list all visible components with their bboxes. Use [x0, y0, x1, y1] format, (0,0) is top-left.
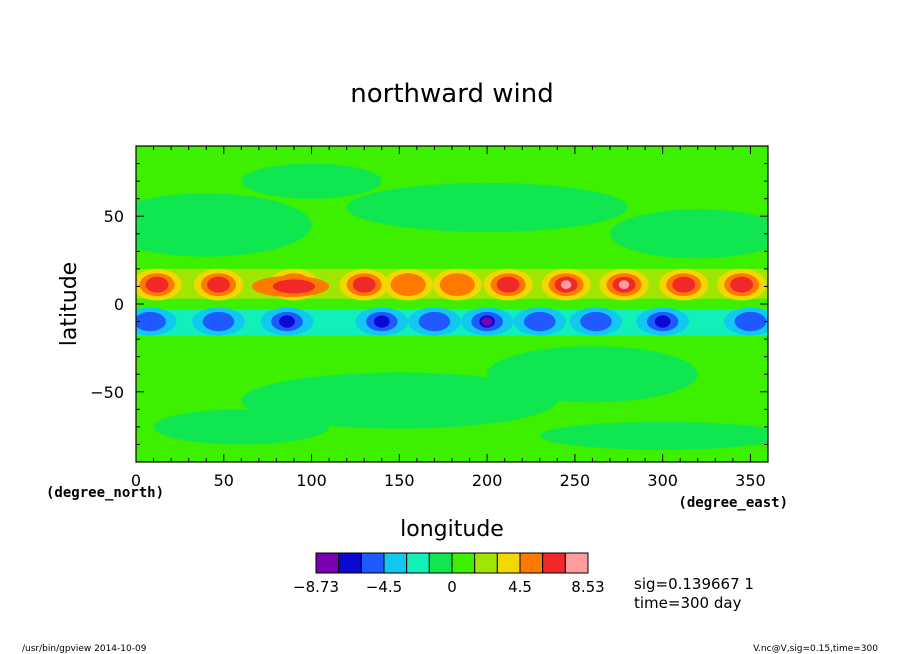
- negative-cell: [523, 311, 556, 332]
- colorbar-tick-label: 0: [447, 578, 457, 596]
- axes: 0 50 100 150 200 250 300 350 −50 0 50: [90, 146, 768, 490]
- positive-cell: [496, 276, 520, 293]
- negative-cell: [481, 317, 493, 326]
- x-tick-label: 100: [296, 471, 327, 490]
- x-tick-label: 300: [647, 471, 678, 490]
- colorbar-max-label: 8.53: [571, 578, 604, 596]
- footer-left: /usr/bin/gpview 2014-10-09: [22, 644, 147, 654]
- y-axis-label: latitude: [57, 262, 82, 346]
- positive-cell: [672, 276, 696, 293]
- colorbar-swatch: [360, 552, 385, 574]
- colorbar: [315, 552, 589, 574]
- footer-right: V.nc@V,sig=0.15,time=300: [753, 644, 878, 654]
- colorbar-swatch: [338, 552, 362, 574]
- plot-area: [136, 146, 768, 462]
- negative-cell: [580, 311, 612, 332]
- background-blob: [153, 409, 330, 445]
- x-tick-label: 150: [384, 471, 415, 490]
- positive-cell: [207, 276, 230, 293]
- positive-cell: [272, 279, 316, 294]
- negative-cell: [418, 311, 451, 332]
- positive-cell: [439, 273, 475, 297]
- colorbar-swatch: [428, 552, 453, 574]
- negative-cell: [734, 311, 767, 332]
- sig-annotation: sig=0.139667 1: [634, 575, 754, 593]
- positive-cell: [145, 276, 169, 293]
- x-tick-label: 0: [131, 471, 141, 490]
- colorbar-swatch: [519, 552, 544, 574]
- colorbar-swatch: [315, 552, 340, 574]
- x-tick-label: 250: [560, 471, 591, 490]
- negative-cell: [654, 315, 671, 328]
- chart-title: northward wind: [350, 79, 553, 109]
- y-tick-label: −50: [90, 383, 124, 402]
- x-tick-label: 50: [214, 471, 234, 490]
- colorbar-swatch: [383, 552, 408, 574]
- positive-cell: [390, 273, 426, 297]
- y-tick-label: 50: [104, 207, 124, 226]
- background-blob: [487, 346, 698, 403]
- positive-cell: [618, 280, 630, 290]
- x-unit-label: (degree_east): [678, 495, 788, 511]
- negative-cell: [279, 315, 295, 328]
- colorbar-swatch: [564, 552, 589, 574]
- colorbar-min-label: −8.73: [293, 578, 339, 596]
- negative-cell: [373, 315, 390, 328]
- y-unit-label: (degree_north): [46, 485, 164, 501]
- colorbar-swatch: [542, 552, 566, 574]
- positive-cell: [730, 276, 754, 293]
- background-blob: [136, 193, 312, 257]
- positive-cell: [560, 280, 572, 290]
- background-blob: [241, 372, 558, 429]
- colorbar-swatch: [496, 552, 521, 574]
- y-tick-label: 0: [114, 295, 124, 314]
- negative-cell: [202, 311, 235, 332]
- colorbar-swatch: [406, 552, 430, 574]
- background-blob: [346, 182, 628, 233]
- background-blob: [539, 421, 768, 450]
- time-annotation: time=300 day: [634, 594, 742, 612]
- colorbar-swatch: [474, 552, 498, 574]
- colorbar-tick-label: 4.5: [508, 578, 532, 596]
- x-tick-label: 200: [472, 471, 503, 490]
- colorbar-tick-label: −4.5: [366, 578, 402, 596]
- positive-cell: [352, 276, 376, 293]
- contour-field: [136, 163, 768, 450]
- background-blob: [241, 163, 382, 199]
- background-blob: [610, 209, 768, 259]
- x-axis-label: longitude: [400, 517, 504, 542]
- x-tick-label: 350: [735, 471, 766, 490]
- negative-cell: [136, 311, 166, 332]
- colorbar-swatch: [451, 552, 476, 574]
